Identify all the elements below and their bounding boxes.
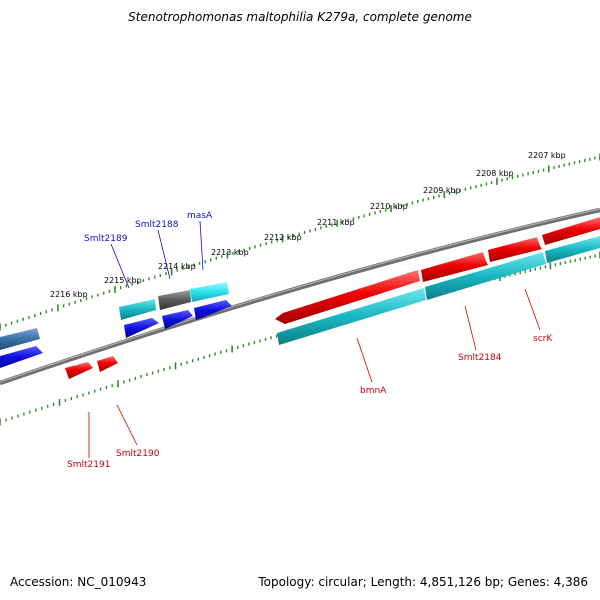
forward-genes [65, 217, 600, 379]
gene-smlt2184[interactable] [425, 252, 546, 300]
kbp-label-2212: 2212 kbp [264, 233, 302, 242]
label-leaders [88, 220, 541, 458]
label-smlt2191: Smlt2191 [67, 460, 110, 470]
gene-cds-blue-left[interactable] [0, 346, 43, 368]
gene-smlt2190[interactable] [97, 356, 118, 372]
gene-labels: Smlt2189 Smlt2188 masA Smlt2191 Smlt2190… [67, 211, 553, 470]
gene-bmnA-cds[interactable] [277, 288, 426, 345]
gene-cluster-left [0, 282, 232, 368]
accession-text: Accession: NC_010943 [10, 575, 147, 589]
gene-smlt2189[interactable] [119, 299, 156, 320]
genome-backbone [0, 207, 600, 386]
label-smlt2184: Smlt2184 [458, 353, 502, 363]
kbp-labels: 2207 kbp 2208 kbp 2209 kbp 2210 kbp 2211… [50, 151, 566, 299]
kbp-label-2211: 2211 kbp [317, 218, 355, 227]
gene-forward-4[interactable] [542, 217, 600, 245]
genome-backbone-highlight [0, 208, 600, 383]
gene-forward-2[interactable] [421, 252, 488, 282]
label-smlt2189: Smlt2189 [84, 234, 128, 244]
reverse-genes [119, 236, 600, 345]
gene-scrK[interactable] [545, 236, 600, 263]
leader-smlt2189 [110, 243, 130, 289]
kbp-label-2214: 2214 kbp [158, 262, 196, 271]
kbp-label-2207: 2207 kbp [528, 151, 566, 160]
gene-bmnA[interactable] [275, 270, 420, 324]
label-smlt2188: Smlt2188 [135, 220, 179, 230]
label-masA: masA [187, 211, 213, 221]
kbp-label-2208: 2208 kbp [476, 169, 514, 178]
map-title: Stenotrophomonas maltophilia K279a, comp… [128, 10, 472, 24]
kbp-label-2209: 2209 kbp [423, 186, 461, 195]
gene-cds-blue-2[interactable] [162, 310, 193, 329]
gene-masA[interactable] [190, 282, 229, 302]
kbp-label-2213: 2213 kbp [211, 248, 249, 257]
kbp-label-2215: 2215 kbp [104, 276, 142, 285]
leader-smlt2190 [116, 404, 138, 446]
gene-forward-3[interactable] [488, 237, 542, 262]
label-smlt2190: Smlt2190 [116, 449, 160, 459]
label-bmnA: bmnA [360, 386, 387, 396]
leader-scrK [524, 288, 541, 331]
kbp-label-2210: 2210 kbp [370, 202, 408, 211]
genome-summary-text: Topology: circular; Length: 4,851,126 bp… [258, 575, 588, 589]
gene-smlt2188[interactable] [158, 290, 191, 310]
gene-steel-left[interactable] [0, 328, 40, 350]
gene-cds-blue-3[interactable] [194, 300, 232, 320]
leader-smlt2188 [157, 229, 171, 280]
leader-smlt2184 [464, 305, 477, 351]
gene-cds-blue-1[interactable] [124, 318, 159, 338]
leader-masA [199, 220, 204, 271]
outer-tick-ring [0, 153, 600, 331]
leader-bmnA [356, 337, 373, 383]
gene-smlt2191[interactable] [65, 362, 93, 379]
kbp-label-2216: 2216 kbp [50, 290, 88, 299]
label-scrK: scrK [533, 334, 553, 344]
